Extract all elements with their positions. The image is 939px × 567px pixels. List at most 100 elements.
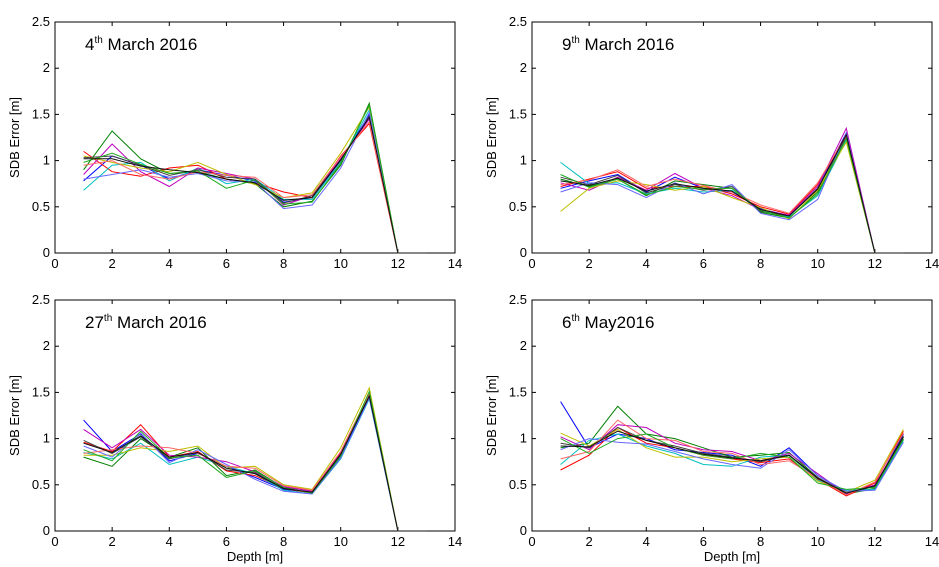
chart-panel-3: 0 2 4 6 8 10 12 14 0 0.5 1 1.5 2 2.5 SDB Error [m] Dept… [7, 292, 462, 564]
x-tick-label: 6 [223, 256, 230, 271]
chart-title-rest: May2016 [580, 313, 655, 332]
y-tick-label: 0.5 [509, 477, 527, 492]
x-tick-label: 2 [109, 256, 116, 271]
x-tick-label: 10 [333, 534, 347, 549]
chart-title-day: 9 [562, 35, 571, 54]
x-axis-label: Depth [m] [704, 549, 760, 564]
x-tick-label: 4 [643, 256, 650, 271]
series-line-2 [83, 390, 427, 532]
y-axis-label: SDB Error [m] [7, 375, 22, 456]
x-tick-label: 2 [586, 534, 593, 549]
x-tick-label: 14 [448, 534, 462, 549]
series-line-8 [560, 438, 904, 492]
series-line-9 [560, 419, 904, 496]
x-tick-label: 8 [280, 534, 287, 549]
y-tick-label: 0 [520, 245, 527, 260]
x-tick-label: 14 [925, 534, 939, 549]
chart-title-rest: March 2016 [580, 35, 675, 54]
chart-title-suffix: th [104, 313, 112, 324]
y-tick-label: 2 [43, 60, 50, 75]
chart-title-suffix: th [94, 35, 102, 46]
x-tick-label: 14 [925, 256, 939, 271]
x-tick-label: 2 [109, 534, 116, 549]
x-tick-label: 12 [391, 256, 405, 271]
y-tick-label: 2 [520, 338, 527, 353]
plot-area [531, 21, 933, 254]
series-line-11 [83, 115, 427, 254]
x-tick-label: 10 [810, 534, 824, 549]
x-tick-label: 0 [51, 256, 58, 271]
series-line-10 [560, 433, 904, 490]
plot-area [531, 299, 933, 532]
x-tick-label: 8 [280, 256, 287, 271]
y-tick-label: 1 [520, 431, 527, 446]
series-line-2 [83, 101, 427, 254]
y-tick-label: 0.5 [509, 199, 527, 214]
y-tick-label: 1.5 [32, 384, 50, 399]
x-tick-label: 14 [448, 256, 462, 271]
x-tick-label: 6 [700, 534, 707, 549]
chart-title-suffix: th [571, 35, 579, 46]
series-line-5 [560, 126, 904, 254]
y-tick-label: 2 [520, 60, 527, 75]
y-tick-label: 1.5 [509, 384, 527, 399]
chart-panel-2: 0 2 4 6 8 10 12 14 0 0.5 1 1.5 2 2.5 SDB Error [m] 9th … [484, 14, 939, 271]
y-axis-label: SDB Error [m] [484, 375, 499, 456]
series-line-8 [83, 111, 427, 254]
chart-title-suffix: th [571, 313, 579, 324]
series-line-6 [560, 140, 904, 254]
x-tick-label: 6 [223, 534, 230, 549]
x-tick-label: 0 [528, 534, 535, 549]
x-tick-label: 4 [166, 256, 173, 271]
series-line-4 [560, 433, 904, 491]
y-axis-label: SDB Error [m] [484, 97, 499, 178]
x-tick-label: 8 [757, 256, 764, 271]
chart-title-day: 6 [562, 313, 571, 332]
chart-title: 9th March 2016 [562, 35, 674, 54]
series-line-11 [560, 133, 904, 254]
series-line-1 [560, 401, 904, 493]
x-tick-label: 6 [700, 256, 707, 271]
y-tick-label: 0.5 [32, 199, 50, 214]
x-tick-label: 0 [528, 256, 535, 271]
x-tick-label: 0 [51, 534, 58, 549]
series-line-7 [560, 426, 904, 494]
x-tick-label: 4 [643, 534, 650, 549]
y-tick-label: 2.5 [509, 14, 527, 29]
chart-panel-4: 0 2 4 6 8 10 12 14 0 0.5 1 1.5 2 2.5 SDB Error [m] Dept… [484, 292, 939, 564]
y-tick-label: 0.5 [32, 477, 50, 492]
y-tick-label: 1 [43, 431, 50, 446]
series-line-10 [560, 136, 904, 254]
y-tick-label: 1 [43, 153, 50, 168]
y-tick-label: 2.5 [32, 292, 50, 307]
series-line-11 [83, 394, 427, 532]
y-tick-label: 0 [43, 245, 50, 260]
y-tick-label: 1.5 [509, 106, 527, 121]
chart-title-rest: March 2016 [112, 313, 207, 332]
x-tick-label: 10 [333, 256, 347, 271]
x-tick-label: 4 [166, 534, 173, 549]
y-tick-label: 0 [43, 523, 50, 538]
chart-title: 6th May2016 [562, 313, 654, 332]
x-tick-label: 10 [810, 256, 824, 271]
y-tick-label: 1.5 [32, 106, 50, 121]
y-tick-label: 1 [520, 153, 527, 168]
series-line-10 [83, 103, 427, 254]
chart-title-day: 27 [85, 313, 104, 332]
y-tick-label: 2 [43, 338, 50, 353]
y-tick-label: 0 [520, 523, 527, 538]
series-line-7 [83, 114, 427, 254]
plot-area [54, 299, 456, 532]
chart-title: 27th March 2016 [85, 313, 207, 332]
x-tick-label: 12 [391, 534, 405, 549]
y-tick-label: 2.5 [509, 292, 527, 307]
chart-title-rest: March 2016 [103, 35, 198, 54]
chart-panel-1: 0 2 4 6 8 10 12 14 0 0.5 1 1.5 2 2.5 SDB Error [m] 4th … [7, 14, 462, 271]
series-line-8 [560, 131, 904, 254]
x-tick-label: 8 [757, 534, 764, 549]
x-tick-label: 12 [868, 534, 882, 549]
series-line-2 [560, 405, 904, 495]
series-line-6 [560, 428, 904, 493]
plot-area [54, 21, 456, 254]
